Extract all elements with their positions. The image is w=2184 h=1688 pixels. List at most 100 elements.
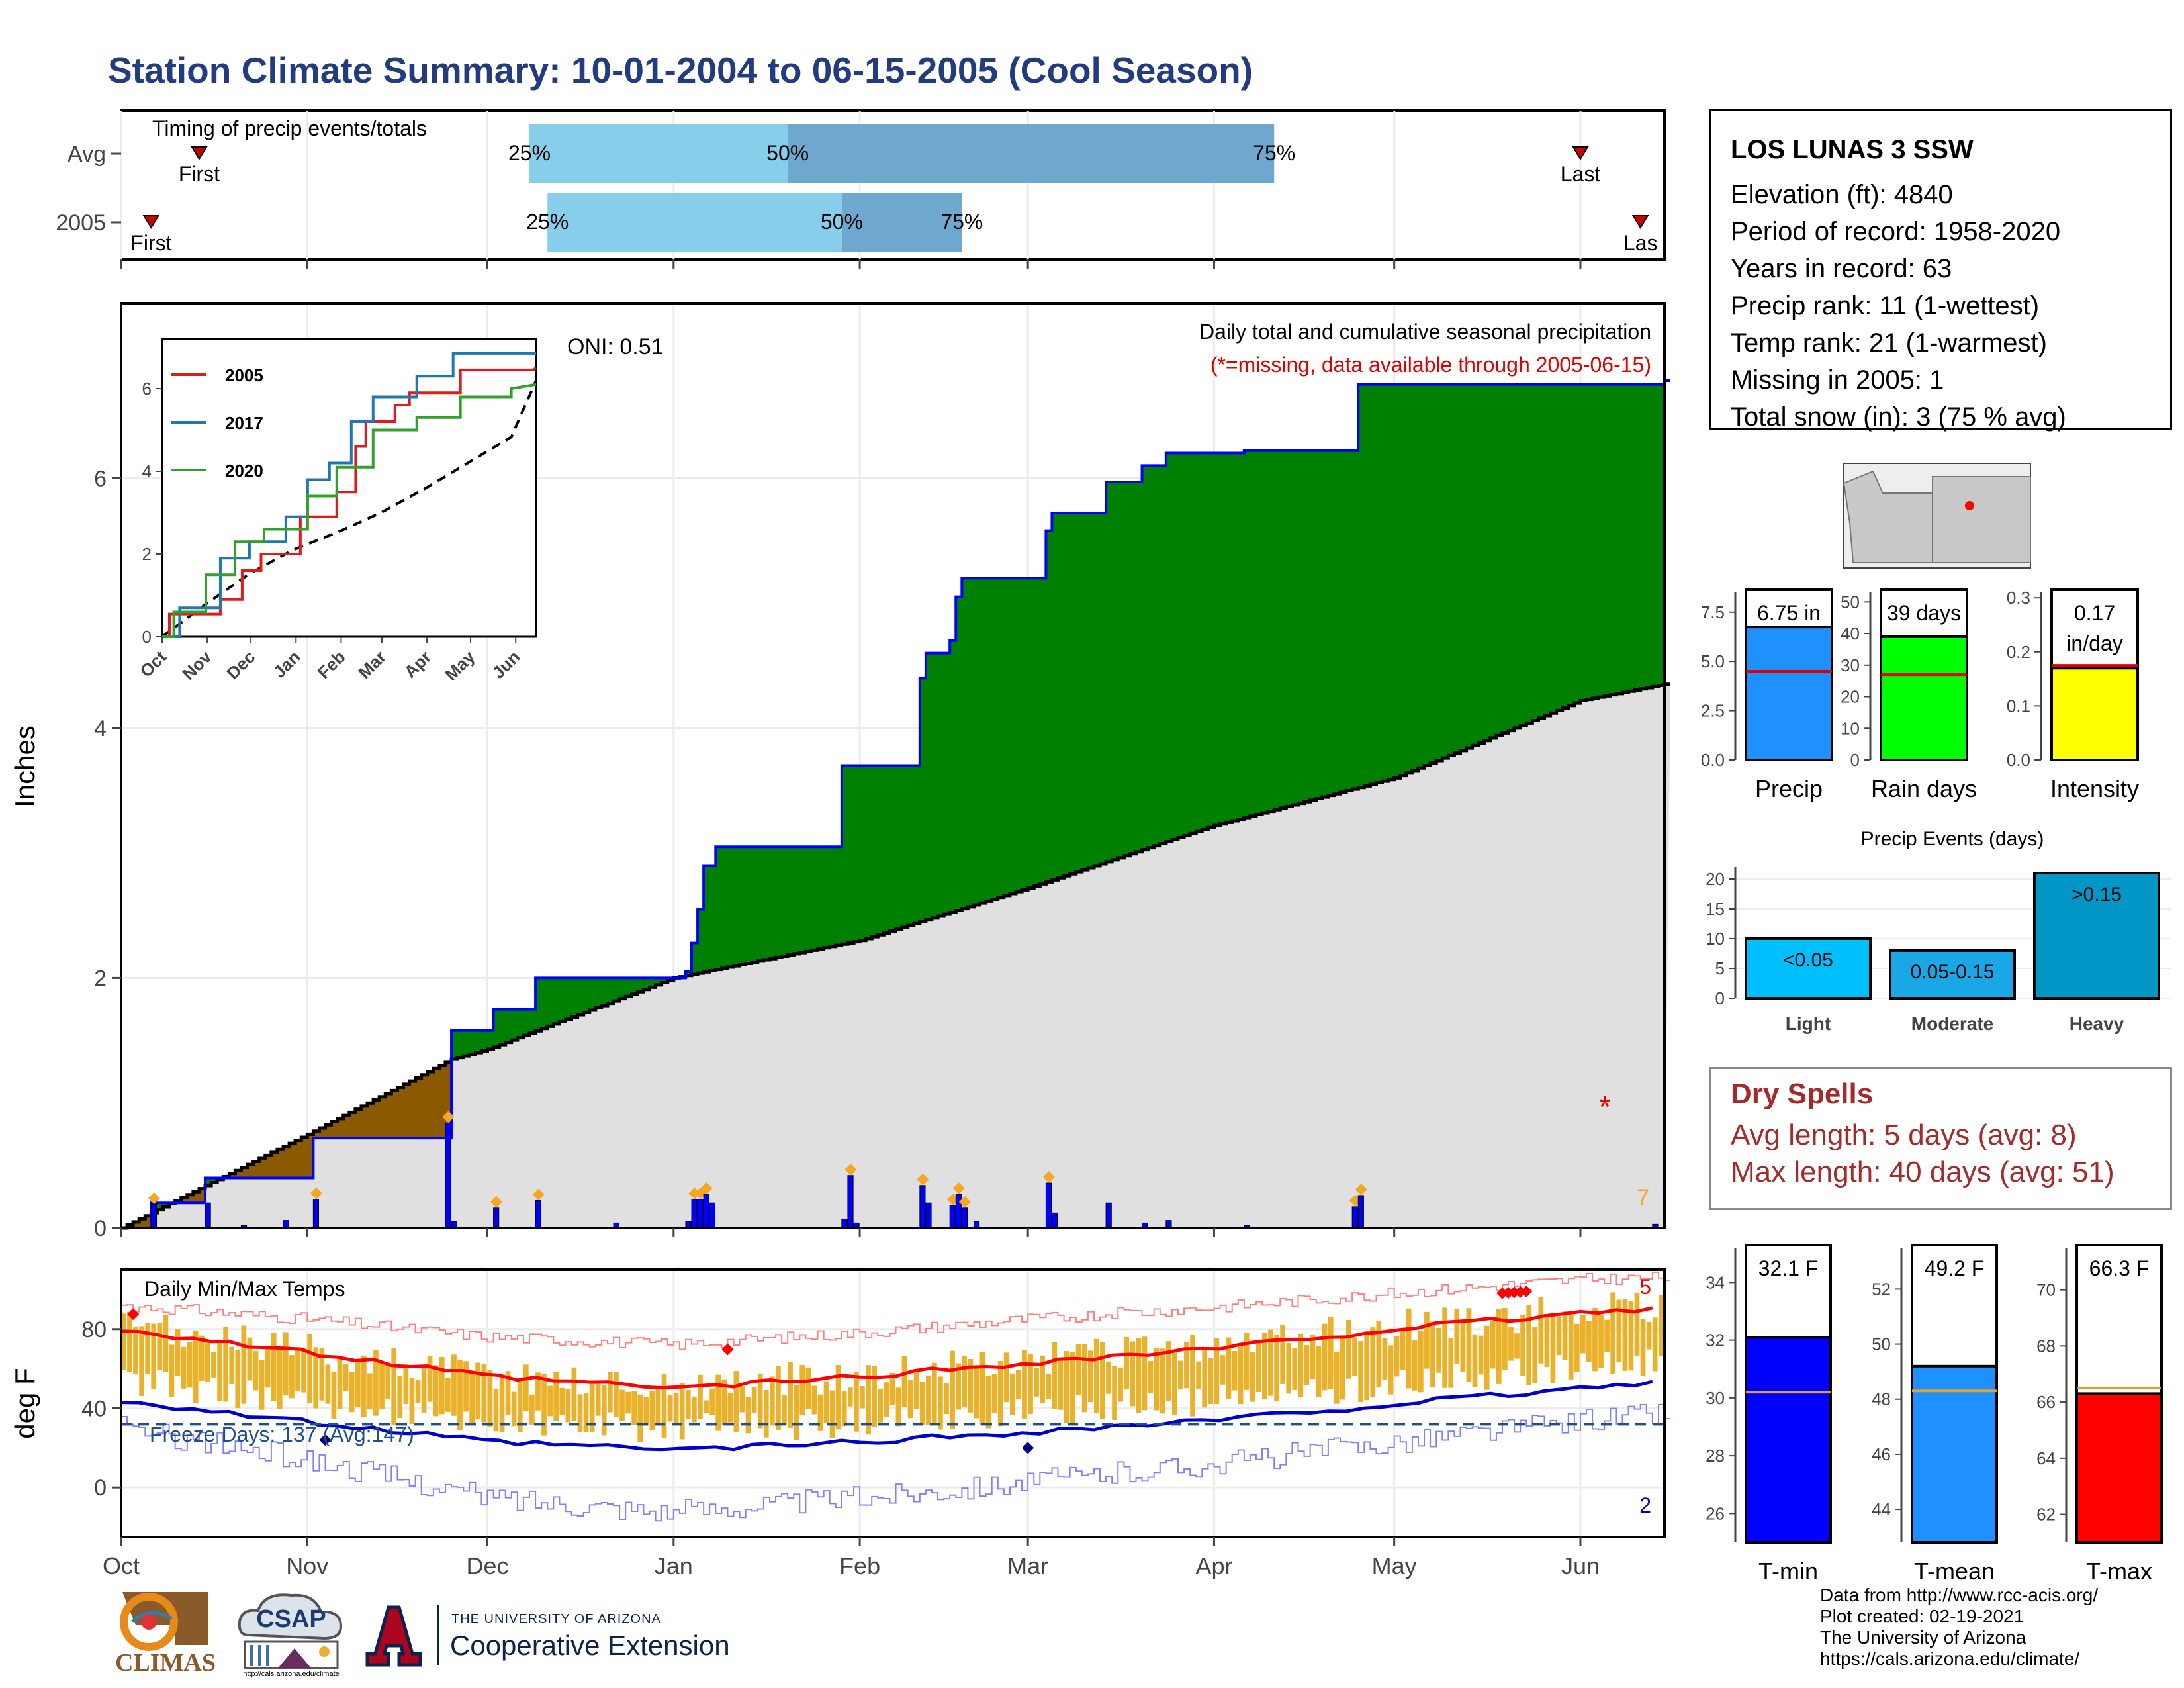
mini-bar-value-label: 32.1 F (1758, 1256, 1819, 1280)
mini-bar-value-label: 49.2 F (1925, 1256, 1985, 1280)
climas-logo: CLIMAS (109, 1585, 222, 1678)
daily-temp-bar (475, 1362, 481, 1419)
daily-temp-bar (1634, 1292, 1640, 1356)
daily-temp-bar (835, 1365, 841, 1430)
dry-spells-box: Dry Spells Avg length: 5 days (avg: 8) M… (1709, 1067, 2172, 1210)
daily-temp-bar (505, 1371, 511, 1415)
timing-last-label: Last (1561, 162, 1601, 186)
daily-precip-bar (445, 1122, 451, 1229)
station-temp-rank: Temp rank: 21 (1-warmest) (1731, 328, 2047, 357)
daily-precip-bar (697, 1199, 704, 1229)
dry-spells-avg: Avg length: 5 days (avg: 8) (1731, 1119, 2077, 1151)
mini-bar-value (2050, 667, 2139, 761)
daily-temp-bar (1208, 1358, 1214, 1404)
daily-temp-bar (1376, 1321, 1382, 1387)
daily-temp-bar (1340, 1338, 1345, 1400)
month-label: Dec (466, 1552, 508, 1579)
daily-temp-bar (1034, 1367, 1039, 1397)
daily-temp-bar (974, 1366, 979, 1419)
daily-temp-bar (1171, 1351, 1177, 1415)
precip-event-marker (952, 1182, 965, 1195)
mini-bar-value-label2: in/day (2066, 632, 2122, 655)
mini-tick-label: 30 (1706, 1388, 1725, 1408)
station-period: Period of record: 1958-2020 (1731, 217, 2061, 246)
inset-y-tick-label: 4 (142, 461, 152, 481)
mini-bar-value (1745, 1336, 1832, 1544)
mini-bar-value (2075, 1392, 2163, 1544)
csap-logo-graphic (238, 1593, 343, 1669)
daily-temp-bar (1274, 1335, 1279, 1402)
daily-temp-bar (944, 1383, 949, 1415)
mini-tick-label: 0.1 (2007, 696, 2030, 716)
timing-panel: Timing of precip events/totals 25% 50% 75% A… (56, 109, 1666, 261)
daily-temp-bar (571, 1367, 577, 1422)
daily-temp-bar (854, 1371, 859, 1432)
precip-event-marker (917, 1173, 929, 1186)
daily-temp-bar (721, 1379, 727, 1425)
daily-temp-bar (217, 1340, 222, 1401)
daily-precip-bar (925, 1202, 932, 1229)
daily-temp-bar (1442, 1307, 1447, 1388)
inset-line-2020 (162, 383, 537, 638)
events-bar-label: 0.05-0.15 (1911, 961, 1995, 983)
daily-temp-bar (1310, 1335, 1316, 1380)
daily-temp-bar (1400, 1330, 1406, 1370)
daily-precip-bar (1351, 1206, 1358, 1229)
daily-temp-bar (343, 1364, 349, 1391)
mini-tick-label: 66 (2036, 1392, 2056, 1412)
hot-count-label: 5 (1639, 1275, 1651, 1299)
daily-temp-bar (991, 1374, 997, 1413)
mini-tick-label: 70 (2036, 1280, 2056, 1300)
daily-temp-bar (1430, 1321, 1435, 1387)
daily-temp-bar (1316, 1346, 1322, 1397)
daily-temp-bar (817, 1394, 823, 1431)
mini-tick-label: 10 (1841, 718, 1860, 738)
daily-temp-bar (1454, 1309, 1460, 1364)
inset-legend-label: 2017 (225, 413, 263, 433)
daily-temp-bar (595, 1381, 601, 1416)
station-info-box: LOS LUNAS 3 SSW Elevation (ft): 4840 Per… (1709, 109, 2172, 432)
daily-temp-bar (283, 1332, 289, 1395)
precip-event-marker (310, 1187, 322, 1199)
daily-temp-bar (553, 1372, 559, 1421)
timing-label-q25: 25% (526, 210, 569, 234)
daily-temp-bar (637, 1394, 643, 1443)
timing-title: Timing of precip events/totals (152, 117, 427, 140)
ua-divider (437, 1605, 439, 1665)
daily-temp-bar (541, 1374, 547, 1436)
daily-temp-bar (1244, 1333, 1250, 1390)
daily-temp-bar (445, 1378, 451, 1412)
daily-temp-bar (1124, 1336, 1130, 1390)
temperature-panel: 0 40 80 deg F Daily Min/Max Temps Freeze Days… (9, 1268, 1671, 1579)
station-snow: Total snow (in): 3 (75 % avg) (1731, 402, 2066, 432)
precip-event-marker (700, 1182, 713, 1195)
daily-temp-bar (1550, 1312, 1556, 1383)
events-bar-label: <0.05 (1783, 949, 1833, 971)
daily-temp-bar (1412, 1340, 1418, 1391)
mini-tick-label: 32 (1706, 1331, 1725, 1350)
daily-temp-bar (1520, 1314, 1525, 1376)
precip-event-marker (490, 1196, 503, 1208)
precip-y-tick-label: 0 (94, 1216, 107, 1241)
daily-temp-bar (1586, 1321, 1592, 1362)
daily-temp-bar (355, 1361, 361, 1407)
daily-temp-bar (811, 1385, 817, 1415)
record-high-marker (1520, 1286, 1533, 1298)
csap-logo-text: CSAP (256, 1605, 326, 1633)
daily-temp-bar (433, 1365, 439, 1417)
credit-data-source: Data from http://www.rcc-acis.org/ (1820, 1585, 2099, 1605)
daily-temp-bar (157, 1323, 163, 1370)
daily-temp-bar (517, 1381, 523, 1432)
inset-avg-line (161, 380, 537, 638)
daily-precip-bar (150, 1203, 158, 1229)
ua-a-logo-graphic (365, 1605, 422, 1667)
daily-temp-bar (667, 1395, 673, 1422)
mini-tick-label: 7.5 (1701, 602, 1725, 622)
daily-temp-bar (175, 1329, 181, 1376)
daily-temp-bar (1352, 1337, 1357, 1376)
temp-summary-bar-0: 26 28 30 32 34 32.1 F T-min (1706, 1244, 1832, 1585)
temp-y-tick-label: 0 (94, 1476, 107, 1501)
daily-temp-bar (277, 1347, 283, 1409)
mini-tick-label: 26 (1706, 1503, 1725, 1523)
daily-temp-bar (1364, 1331, 1370, 1401)
